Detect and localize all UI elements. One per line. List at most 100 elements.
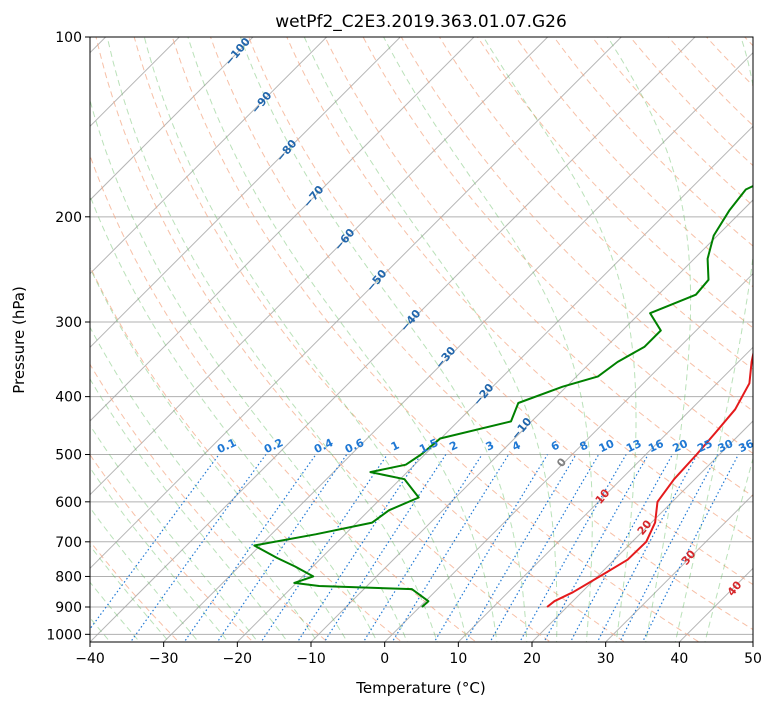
temperature-line [546, 350, 753, 608]
mixing-ratio-lines [90, 454, 739, 642]
mixing-ratio-line-14 [569, 454, 673, 642]
mixing-ratio-label-17: 36 [736, 437, 756, 455]
y-axis: 100 200 300 400 500 600 700 800 900 1000 [46, 30, 90, 643]
mixing-ratio-line-8 [391, 454, 510, 642]
dry-adiabat-9 [248, 37, 753, 586]
mixing-ratio-line-10 [464, 454, 577, 642]
moist-adiabat-5 [90, 467, 229, 642]
moist-adiabat-21 [704, 456, 753, 642]
dry-adiabat-13 [400, 37, 753, 412]
y-tick-label-1: 200 [55, 210, 82, 226]
mixing-ratio-label-12: 13 [624, 437, 643, 455]
y-tick-label-2: 300 [55, 315, 82, 331]
moist-adiabat-20 [674, 37, 753, 642]
dry-adiabats [90, 37, 753, 642]
mixing-ratio-label-13: 16 [646, 437, 666, 455]
x-axis-label: Temperature (°C) [355, 679, 485, 697]
moist-adiabat-13 [143, 37, 468, 642]
isotherm-line-14 [236, 125, 753, 642]
x-tick-label-4: 0 [380, 651, 389, 667]
moist-adiabat-19 [607, 37, 692, 642]
moist-adiabat-3 [90, 544, 170, 642]
moist-adiabat-7 [90, 378, 289, 642]
mixing-ratio-line-3 [216, 454, 348, 642]
y-tick-label-6: 700 [55, 535, 82, 551]
pressure-gridlines [90, 37, 753, 635]
y-tick-label-8: 900 [55, 600, 82, 616]
dry-adiabat-8 [209, 37, 753, 631]
mixing-ratio-label-11: 10 [597, 437, 617, 455]
moist-adiabat-9 [90, 266, 348, 642]
dry-adiabat-7 [171, 37, 700, 642]
y-tick-label-0: 100 [55, 30, 82, 46]
dry-adiabat-4 [90, 154, 477, 642]
dry-adiabat-14 [438, 37, 753, 370]
x-tick-label-6: 20 [523, 651, 541, 667]
y-tick-label-3: 400 [55, 390, 82, 406]
dry-adiabat-5 [95, 37, 552, 642]
isotherm-line-8 [90, 37, 402, 349]
isotherm-line-12 [90, 37, 696, 642]
mixing-ratio-label-14: 20 [671, 437, 691, 455]
profile-series [253, 184, 753, 608]
x-tick-label-2: −20 [223, 651, 253, 667]
moist-adiabat-10 [90, 194, 378, 642]
mixing-ratio-line-2 [183, 454, 317, 642]
isotherm-line-16 [383, 272, 753, 642]
y-tick-label-9: 1000 [46, 627, 82, 643]
y-tick-label-4: 500 [55, 448, 82, 464]
y-tick-label-7: 800 [55, 569, 82, 585]
isotherm-line-10 [90, 37, 549, 496]
x-tick-label-1: −30 [149, 651, 179, 667]
isotherm-line-19 [604, 493, 753, 642]
mixing-ratio-line-9 [433, 454, 549, 642]
moist-adiabat-11 [90, 98, 408, 642]
x-axis: −40 −30 −20 −10 0 10 20 30 40 50 [75, 642, 762, 667]
moist-adiabats [90, 37, 753, 642]
dry-adiabat-6 [133, 37, 626, 642]
plot-frame [89, 36, 754, 643]
mixing-ratio-line-4 [260, 454, 388, 642]
x-tick-label-9: 50 [744, 651, 762, 667]
moist-adiabat-14 [187, 37, 498, 642]
mixing-ratio-line-15 [596, 454, 698, 642]
dry-adiabat-12 [362, 37, 753, 455]
isotherm-line-18 [531, 420, 753, 642]
y-tick-label-5: 600 [55, 495, 82, 511]
y-axis-label: Pressure (hPa) [10, 286, 28, 394]
isotherm-line-15 [310, 199, 753, 642]
mixing-ratio-label-15: 25 [695, 437, 714, 455]
mixing-ratio-line-1 [129, 454, 267, 642]
moist-adiabat-17 [383, 37, 593, 642]
chart-title: wetPf2_C2E3.2019.363.01.07.G26 [275, 12, 567, 32]
dry-adiabat-15 [477, 37, 753, 329]
isotherm-line-9 [90, 37, 475, 422]
isotherm-line-6 [90, 37, 254, 201]
moist-adiabat-16 [303, 37, 558, 642]
dry-adiabat-2 [90, 363, 329, 642]
x-tick-label-0: −40 [75, 651, 105, 667]
x-tick-label-3: −10 [296, 651, 326, 667]
moist-adiabat-6 [90, 424, 259, 642]
mixing-ratio-line-5 [296, 454, 422, 642]
mixing-ratio-label-16: 30 [716, 437, 736, 455]
dry-adiabat-10 [286, 37, 753, 541]
mixing-ratio-line-0 [90, 454, 220, 630]
x-tick-label-8: 40 [670, 651, 688, 667]
dry-adiabat-1 [90, 453, 254, 642]
dewpoint-line [253, 184, 753, 608]
mixing-ratio-line-16 [619, 454, 719, 642]
moist-adiabat-8 [90, 326, 319, 642]
plot-area: 0.1 0.2 0.4 0.6 1 1.5 2 3 4 6 8 10 13 16 20 25 30 36−100−… [90, 37, 756, 642]
moist-adiabat-15 [239, 37, 528, 642]
mixing-ratio-line-7 [362, 454, 483, 642]
dry-adiabat-11 [324, 37, 753, 498]
isotherm-line-11 [90, 37, 623, 570]
moist-adiabat-18 [482, 37, 637, 642]
isotherm-line-7 [90, 37, 328, 275]
moist-adiabat-4 [90, 506, 200, 642]
x-tick-label-5: 10 [449, 651, 467, 667]
x-tick-label-7: 30 [597, 651, 615, 667]
